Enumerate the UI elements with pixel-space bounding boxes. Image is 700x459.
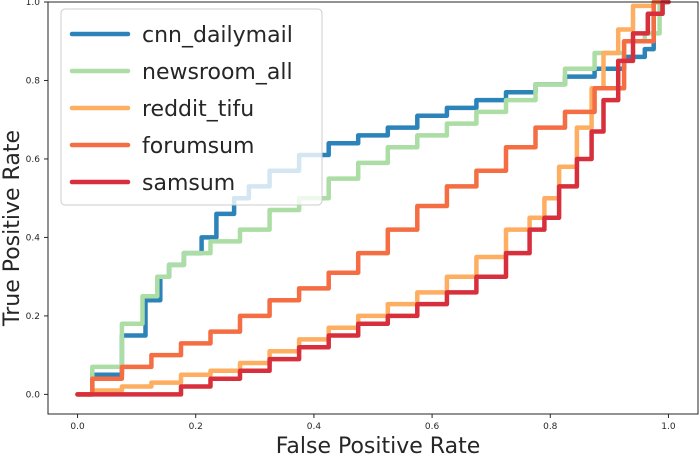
y-tick-label: 1.0 — [26, 0, 41, 8]
y-tick-label: 0.4 — [26, 233, 41, 243]
plot-frame — [47, 1, 699, 415]
y-tick-label: 0.2 — [26, 312, 40, 322]
x-tick-label: 0.2 — [189, 422, 203, 432]
series-line-samsum — [75, 0, 671, 397]
y-tick-label: 0.0 — [26, 390, 41, 400]
x-tick-label: 0.4 — [307, 422, 322, 432]
legend: cnn_dailymail newsroom_all reddit_tifuforu… — [60, 8, 323, 206]
y-tick-label: 0.6 — [26, 155, 41, 165]
y-axis-ticks: 0.0 0.2 0.4 0.6 0.8 1.0 — [26, 0, 48, 400]
y-tick-label: 0.8 — [26, 76, 41, 86]
legend-box — [60, 8, 323, 206]
legend-label-cnn_dailymail: cnn_dailymail — [142, 23, 293, 48]
series-layer — [75, 0, 671, 397]
x-tick-label: 0.8 — [543, 422, 558, 432]
x-tick-label: 1.0 — [661, 422, 676, 432]
x-tick-label: 0.0 — [70, 422, 85, 432]
legend-label-forumsum: forumsum — [142, 134, 254, 159]
x-axis-title: False Positive Rate — [276, 434, 480, 459]
legend-label-samsum: samsum — [142, 171, 235, 196]
x-tick-label: 0.6 — [425, 422, 440, 432]
legend-label-newsroom_all: newsroom_all — [142, 60, 293, 85]
series-line-forumsum — [75, 0, 671, 397]
y-axis-title: True Positive Rate — [0, 130, 25, 327]
x-axis-ticks: 0.0 0.2 0.4 0.6 0.8 1.0 — [70, 414, 676, 432]
legend-label-reddit_tifu: reddit_tifu — [142, 97, 254, 122]
series-line-newsroom_all — [75, 0, 671, 397]
